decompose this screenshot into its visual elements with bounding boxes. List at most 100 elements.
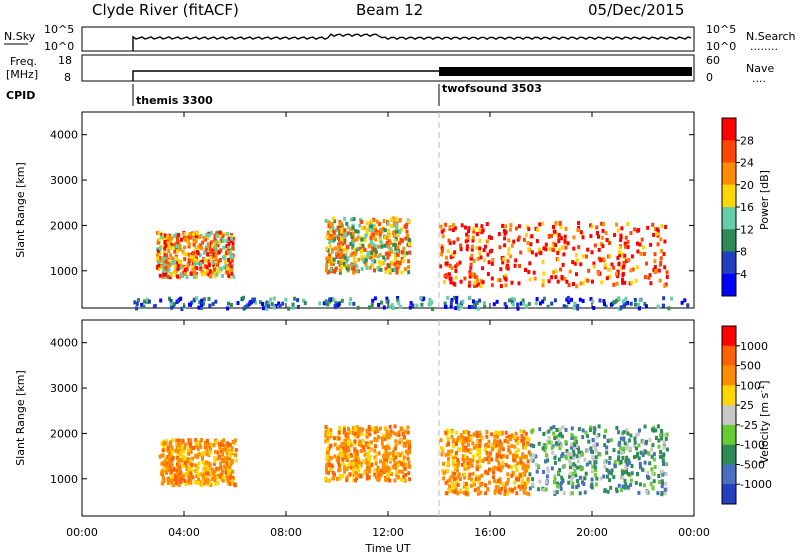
velocity-cell [526,477,530,482]
velocity-cell [402,458,406,463]
cpid-label: CPID [6,89,35,102]
power-cell [397,264,401,268]
velocity-cell [354,478,358,483]
velocity-cell [594,482,598,487]
power-cell [465,247,469,252]
velocity-cell [478,433,482,438]
velocity-cell [605,450,609,455]
power-cell [484,244,487,249]
velocity-cell [617,450,621,455]
velocity-cell [335,458,339,463]
velocity-cell [161,475,165,480]
power-cell [459,279,463,284]
velocity-cell [608,478,612,483]
velocity-cell [231,475,235,480]
power-cell [649,242,653,247]
power-cell [457,306,461,311]
velocity-cell [386,473,390,478]
power-cell [510,243,514,248]
power-cell [606,254,610,259]
power-cell [229,302,233,307]
velocity-cell [603,488,607,493]
velocity-cell [593,427,597,432]
velocity-cell [455,450,458,455]
power-cell [183,257,187,261]
power-cell [470,247,474,252]
velocity-ylabel: Slant Range [km] [14,370,27,466]
power-cell [472,229,476,234]
velocity-cell [449,452,453,457]
velocity-cell [582,482,586,486]
velocity-cell [388,478,392,483]
power-cell [556,257,560,262]
power-cell [605,276,609,281]
power-cell [164,266,168,270]
power-cell [339,222,343,226]
velocity-cell [398,469,401,474]
power-cell [183,231,187,236]
power-cell [507,238,511,243]
velocity-cell [662,462,665,466]
velocity-cell [380,436,384,441]
velocity-cell [160,461,164,466]
power-cell [648,273,652,278]
velocity-cell [610,468,614,473]
velocity-cell [462,439,466,444]
power-cell [383,235,387,240]
velocity-cell [189,438,192,443]
velocity-cell [379,468,383,473]
velocity-cell [546,469,550,474]
velocity-cell [341,461,345,466]
power-cell [466,235,470,240]
velocity-cell [495,439,499,444]
velocity-cell [663,491,667,496]
y-tick-label: 2000 [50,219,78,232]
power-cell [230,236,234,241]
power-cell [525,232,528,237]
power-cell [221,273,224,278]
power-cell [572,306,576,311]
power-heatmap [133,216,690,311]
velocity-cell [353,454,356,459]
velocity-cell [497,448,501,453]
velocity-cell [451,474,455,479]
velocity-cell [446,462,450,467]
power-cell [170,272,174,277]
power-cell [360,249,363,254]
velocity-cell [353,442,357,446]
colorbar-segment [722,207,736,230]
power-cell [201,272,204,277]
velocity-cell [624,465,628,470]
power-cell [356,269,360,274]
power-cell [658,278,662,283]
velocity-cell [386,468,390,473]
velocity-cell [479,459,482,463]
power-cell [444,304,447,309]
velocity-cell [326,439,330,444]
power-cell [211,260,215,265]
power-cell [331,225,335,230]
power-cell [522,237,526,242]
velocity-cell [594,460,598,465]
velocity-cell [622,430,626,435]
power-cell [360,267,364,271]
velocity-cell [495,458,499,463]
power-cell [330,297,334,302]
power-cell [571,260,575,265]
velocity-cell [488,467,491,472]
power-cell [354,248,358,253]
power-cell [230,258,234,263]
velocity-cell [581,476,585,481]
power-cell [267,304,271,309]
power-cell [407,242,411,246]
power-cell [581,299,585,303]
velocity-cell [571,471,575,476]
power-cell [581,281,585,286]
velocity-cell [462,484,466,489]
power-cell [329,223,333,228]
velocity-cell [512,458,516,463]
power-cell [193,262,197,266]
velocity-cell [459,477,462,482]
velocity-cell [622,446,626,451]
power-cell [351,225,355,230]
